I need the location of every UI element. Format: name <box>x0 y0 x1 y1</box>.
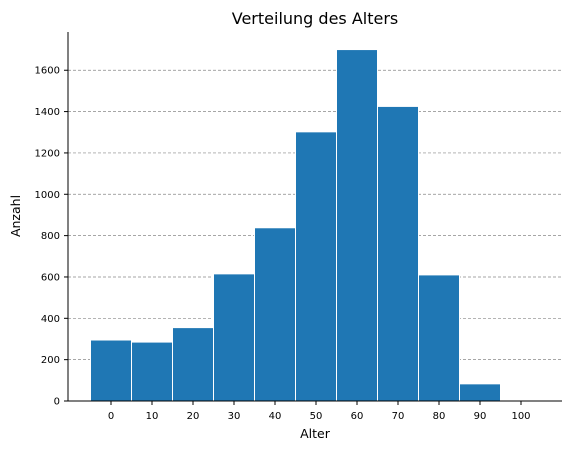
x-tick-label: 30 <box>228 411 241 422</box>
x-axis-label: Alter <box>300 426 331 441</box>
x-tick-label: 90 <box>474 411 487 422</box>
x-tick-label: 50 <box>310 411 323 422</box>
x-tick-label: 70 <box>392 411 405 422</box>
y-tick-label: 1000 <box>35 190 60 201</box>
y-tick-label: 1600 <box>35 66 60 77</box>
bar-50 <box>295 131 337 402</box>
x-tick-label: 100 <box>511 411 530 422</box>
x-ticks: 0 10 20 30 40 50 60 70 80 90 100 <box>108 401 531 422</box>
y-ticks: 0 200 400 600 800 1000 1200 1400 1600 <box>35 66 68 408</box>
x-tick-label: 20 <box>187 411 200 422</box>
x-tick-label: 60 <box>351 411 364 422</box>
bar-60 <box>336 49 378 402</box>
x-tick-label: 10 <box>146 411 159 422</box>
y-tick-label: 400 <box>41 314 60 325</box>
y-axis-label: Anzahl <box>8 195 23 237</box>
bar-40 <box>254 227 296 402</box>
x-tick-label: 40 <box>269 411 282 422</box>
y-tick-label: 0 <box>54 397 60 408</box>
x-tick-label: 0 <box>108 411 114 422</box>
y-tick-label: 200 <box>41 355 60 366</box>
y-tick-label: 800 <box>41 231 60 242</box>
bar-70 <box>377 105 419 402</box>
bar-10 <box>131 341 173 402</box>
y-tick-label: 600 <box>41 272 60 283</box>
x-tick-label: 80 <box>433 411 446 422</box>
bar-80 <box>418 274 460 402</box>
y-tick-label: 1200 <box>35 148 60 159</box>
bars <box>90 49 542 402</box>
bar-20 <box>172 327 214 402</box>
bar-90 <box>459 383 501 402</box>
bar-0 <box>90 339 132 402</box>
y-tick-label: 1400 <box>35 107 60 118</box>
bar-30 <box>213 273 255 402</box>
chart-title: Verteilung des Alters <box>232 9 399 28</box>
